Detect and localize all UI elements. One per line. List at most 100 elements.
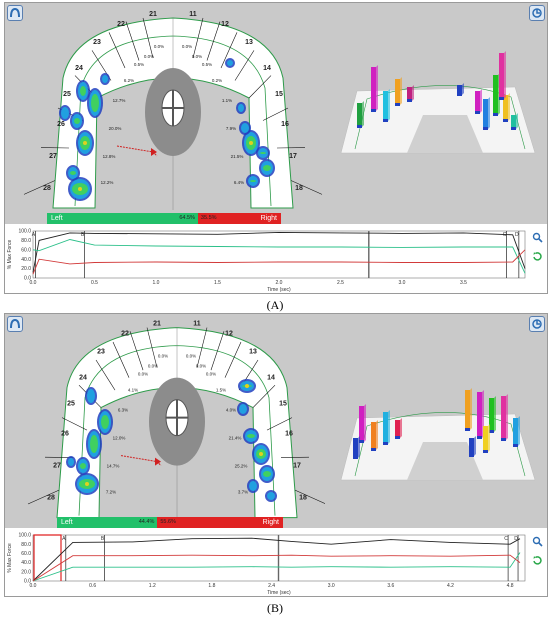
marker-label-D: D	[514, 536, 518, 542]
pressure-blob	[259, 452, 263, 456]
pressure-blob	[249, 481, 257, 491]
total-force-line	[32, 231, 526, 273]
tooth-pct-left: 14.7%	[107, 464, 120, 469]
force-tower	[483, 426, 488, 452]
right-total: 35.5%	[200, 215, 217, 221]
tooth-divider	[234, 50, 255, 81]
app-logo-icon[interactable]	[7, 5, 23, 21]
pressure-blob	[61, 107, 69, 119]
tooth-divider	[290, 180, 323, 195]
model-palate	[407, 115, 483, 153]
tooth-divider	[27, 489, 60, 505]
marker-label-A: A	[62, 536, 66, 542]
calibration-trace	[33, 534, 62, 581]
tooth-number-18: 18	[299, 495, 307, 502]
right-total: 55.6%	[160, 519, 176, 525]
pressure-blob	[227, 60, 233, 66]
force-tower-base	[483, 450, 488, 453]
right-force-fill	[157, 517, 283, 528]
y-tick-label: 0.0	[24, 276, 31, 282]
cof-marker-icon	[151, 148, 157, 156]
x-tick-label: 4.2	[447, 583, 454, 589]
plot-area	[32, 230, 526, 279]
force-time-graph[interactable]: % Max Force 100.0 80.0 60.0 40.0 20.0 0.0 0.0 0.…	[5, 226, 547, 293]
tooth-divider	[61, 417, 88, 431]
left-force-line	[32, 552, 521, 582]
tooth-number-25: 25	[67, 401, 75, 408]
force-tower	[371, 67, 376, 111]
tooth-pct-left: 0.0%	[138, 372, 148, 377]
x-tick-label: 3.5	[460, 280, 467, 286]
y-tick-label: 40.0	[21, 257, 31, 263]
force-tower-side	[498, 73, 500, 115]
refresh-icon[interactable]	[532, 251, 543, 262]
force-tower	[469, 438, 474, 456]
corner-view-icon[interactable]	[529, 316, 545, 332]
refresh-icon[interactable]	[532, 555, 543, 566]
force-tower-base	[357, 125, 362, 128]
force-tower	[407, 87, 412, 101]
marker-label-A: A	[32, 232, 36, 238]
tooth-number-13: 13	[249, 349, 257, 356]
model-palate	[407, 442, 483, 480]
force-tower	[503, 95, 508, 121]
zoom-icon[interactable]	[532, 232, 543, 243]
app-logo-icon[interactable]	[7, 316, 23, 332]
tooth-pct-right: 4.0%	[226, 408, 236, 413]
model-group	[340, 388, 536, 481]
tooth-pct-right: 1.5%	[216, 388, 226, 393]
left-total: 44.4%	[138, 519, 155, 525]
force-tower	[493, 75, 498, 115]
model-base	[340, 413, 536, 481]
tooth-divider	[266, 417, 293, 431]
x-tick-label: 4.8	[507, 583, 514, 589]
force-tower-base	[475, 111, 480, 114]
force-tower-side	[488, 424, 490, 452]
marker-label-C: C	[503, 232, 507, 238]
tooth-divider	[220, 32, 238, 69]
tooth-number-15: 15	[279, 401, 287, 408]
force-tower-base	[483, 127, 488, 130]
pressure-blob	[85, 482, 89, 486]
tooth-number-22: 22	[121, 331, 129, 338]
force-tower-side	[362, 101, 364, 127]
force-tower-base	[477, 436, 482, 439]
force-tower-side	[482, 390, 484, 438]
y-tick-label: 20.0	[21, 569, 31, 575]
force-time-chart: % Max Force 100.0 80.0 60.0 40.0 20.0 0.00.0 0.…	[7, 533, 526, 596]
y-tick-label: 100.0	[18, 533, 31, 539]
force-time-graph[interactable]: % Max Force 100.0 80.0 60.0 40.0 20.0 0.0 0.0 0.…	[5, 530, 547, 596]
model-arch-line	[354, 85, 526, 150]
force-tower-side	[518, 416, 520, 446]
force-tower	[465, 390, 470, 430]
y-tick-label: 100.0	[18, 229, 31, 235]
model-arch-line	[354, 412, 526, 477]
x-tick-label: 2.5	[337, 280, 344, 286]
force-tower-side	[358, 436, 360, 458]
force-tower-side	[474, 436, 476, 456]
force-balance-bar: Left 64.5% 35.5% Right	[47, 213, 281, 224]
corner-view-icon[interactable]	[529, 5, 545, 21]
force-tower-base	[489, 430, 494, 433]
left-force-line	[32, 239, 526, 274]
tooth-number-28: 28	[47, 495, 55, 502]
right-label: Right	[260, 215, 277, 222]
force-tower-side	[508, 93, 510, 121]
tooth-number-13: 13	[245, 39, 253, 46]
force-tower	[501, 396, 506, 440]
tooth-number-17: 17	[289, 153, 297, 160]
y-tick-label: 80.0	[21, 542, 31, 548]
tooth-divider	[23, 180, 56, 195]
pressure-blob	[267, 492, 275, 500]
right-label: Right	[262, 519, 279, 526]
pressure-blob	[249, 141, 253, 145]
force-tower-base	[371, 448, 376, 451]
force-tower-side	[388, 410, 390, 444]
force-tower-base	[513, 444, 518, 447]
x-tick-label: 0.0	[30, 583, 37, 589]
zoom-icon[interactable]	[532, 536, 543, 547]
force-tower-side	[462, 83, 464, 95]
tooth-divider	[112, 341, 130, 378]
tooth-pct-right: 0.0%	[182, 44, 192, 49]
tooth-pct-right: 0.0%	[192, 54, 202, 59]
